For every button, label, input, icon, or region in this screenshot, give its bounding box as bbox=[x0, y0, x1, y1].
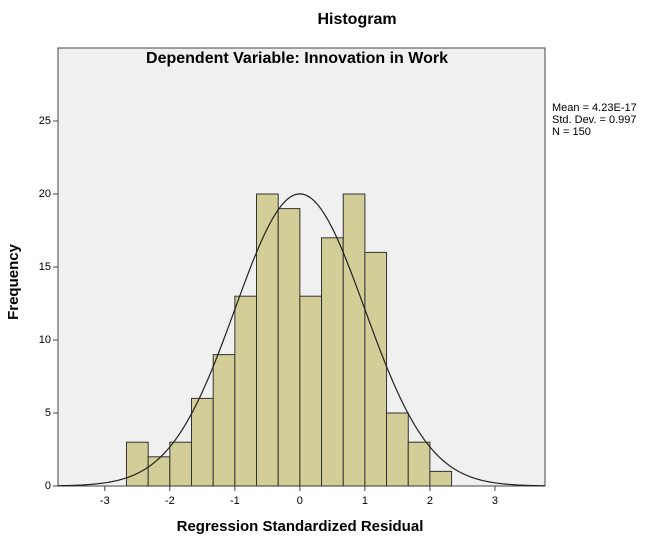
bar bbox=[147, 456, 171, 487]
x-tick-label: 2 bbox=[427, 495, 433, 507]
x-tick-label: -1 bbox=[230, 495, 240, 507]
y-tick-label: 15 bbox=[39, 261, 51, 273]
bar bbox=[299, 295, 323, 487]
bar bbox=[125, 441, 149, 487]
bar bbox=[212, 354, 236, 487]
stat-mean: Mean = 4.23E-17 bbox=[552, 102, 637, 114]
bar bbox=[342, 193, 366, 487]
x-tick-label: 0 bbox=[297, 495, 303, 507]
normal-curve bbox=[57, 193, 546, 487]
x-tick-label: -3 bbox=[100, 495, 110, 507]
bar bbox=[234, 295, 258, 487]
x-tick-label: 1 bbox=[362, 495, 368, 507]
y-tick-label: 0 bbox=[45, 480, 51, 492]
stat-n: N = 150 bbox=[552, 126, 591, 138]
bar bbox=[169, 441, 192, 487]
y-tick-label: 10 bbox=[39, 334, 51, 346]
bar bbox=[364, 251, 388, 487]
chart-title: Histogram bbox=[317, 11, 396, 28]
bar bbox=[256, 193, 279, 487]
y-tick-label: 25 bbox=[39, 115, 51, 127]
chart-subtitle: Dependent Variable: Innovation in Work bbox=[146, 50, 448, 67]
x-tick-label: 3 bbox=[492, 495, 498, 507]
bar bbox=[407, 441, 431, 487]
bar bbox=[277, 208, 301, 487]
y-tick-label: 5 bbox=[45, 407, 51, 419]
stat-std: Std. Dev. = 0.997 bbox=[552, 114, 637, 126]
bar bbox=[190, 397, 214, 487]
y-axis-label: Frequency bbox=[5, 243, 22, 320]
bar bbox=[386, 412, 409, 487]
x-axis-label: Regression Standardized Residual bbox=[177, 518, 424, 535]
bar bbox=[321, 237, 344, 487]
x-tick-label: -2 bbox=[165, 495, 175, 507]
y-tick-label: 20 bbox=[39, 188, 51, 200]
bar bbox=[429, 470, 453, 487]
